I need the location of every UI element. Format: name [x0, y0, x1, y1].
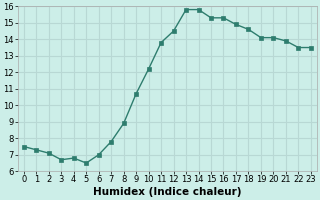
- X-axis label: Humidex (Indice chaleur): Humidex (Indice chaleur): [93, 187, 242, 197]
